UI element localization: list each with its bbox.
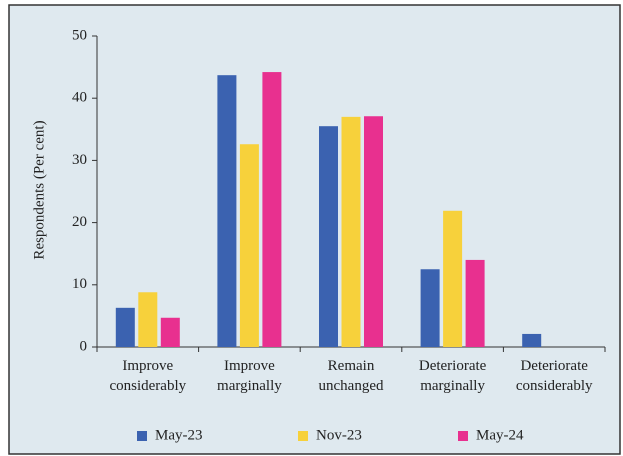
legend-swatch [137,431,147,441]
bar [522,333,542,347]
bar [262,72,282,348]
bar [443,210,463,347]
legend-label: May-23 [155,427,203,443]
legend-swatch [298,431,308,441]
legend-swatch [458,431,468,441]
bar [364,116,383,347]
bar [239,144,259,347]
x-tick-label: Remain unchanged [318,358,384,394]
bar [319,126,338,347]
y-tick-label: 40 [72,90,87,106]
x-tick-label: Deteriorate considerably [515,358,593,394]
bar [341,116,361,347]
bar [160,317,180,347]
legend-label: May-24 [476,427,524,443]
y-tick-label: 10 [72,276,87,292]
bar [138,292,158,347]
x-tick-label: Improve marginally [217,358,282,394]
y-tick-label: 0 [80,338,88,354]
x-tick-label: Improve considerably [109,358,187,394]
bar [217,75,237,347]
bar [465,259,485,347]
bar [115,307,135,347]
y-axis-label: Respondents (Per cent) [31,120,47,259]
background [8,4,621,455]
y-tick-label: 20 [72,214,87,230]
y-tick-label: 50 [72,27,87,43]
y-tick-label: 30 [72,152,87,168]
bar [420,269,440,347]
legend-label: Nov-23 [316,427,362,443]
x-tick-label: Deteriorate marginally [418,358,487,394]
